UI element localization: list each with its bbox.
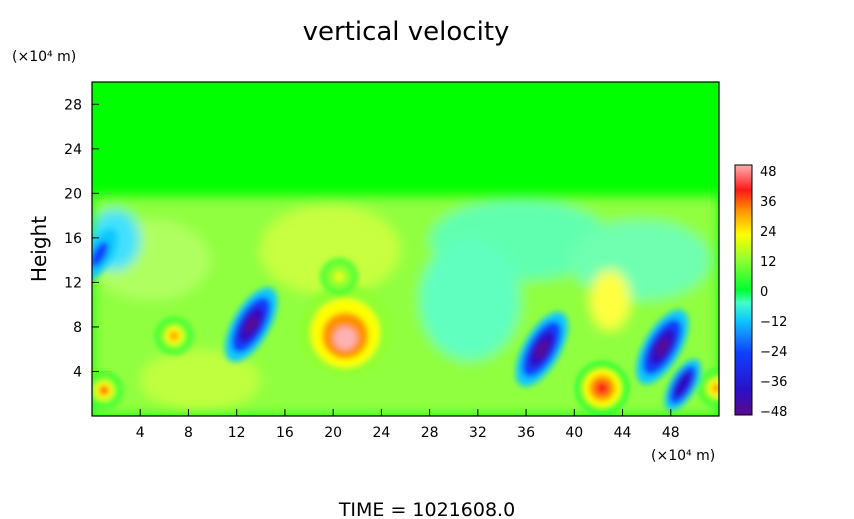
- x-tick-label: 28: [421, 425, 439, 441]
- plot-frame: [91, 81, 720, 417]
- x-tick-label: 32: [469, 425, 487, 441]
- y-tick-label: 20: [64, 186, 82, 202]
- heatmap-feature: [99, 385, 109, 395]
- x-tick-label: 36: [517, 425, 535, 441]
- x-tick-label: 4: [136, 425, 145, 441]
- heatmap-feature: [244, 315, 258, 334]
- heatmap-feature: [655, 337, 669, 357]
- y-ticks-layer: 4 8 12 16 20 24 28: [64, 97, 99, 380]
- colorbar-labels-layer: 48 36 24 12 0 −12 −24 −36 −48: [760, 165, 787, 420]
- y-unit-label: (×10⁴ m): [12, 49, 76, 65]
- y-tick-label: 24: [64, 142, 82, 158]
- colorbar-label: −12: [760, 315, 787, 330]
- y-axis-label: Height: [27, 216, 51, 282]
- features-layer: [92, 228, 719, 415]
- colorbar: [734, 164, 753, 416]
- x-tick-label: 44: [614, 425, 632, 441]
- lower-layer: [92, 196, 719, 416]
- x-tick-label: 12: [228, 425, 246, 441]
- colorbar-label: 24: [760, 225, 777, 240]
- chart-title: vertical velocity: [303, 17, 510, 47]
- y-tick-label: 4: [73, 364, 82, 380]
- y-tick-label: 28: [64, 97, 82, 113]
- heatmap-feature: [94, 248, 104, 261]
- colorbar-label: 0: [760, 285, 768, 300]
- x-tick-label: 16: [276, 425, 294, 441]
- colorbar-label: −24: [760, 345, 787, 360]
- heatmap-feature: [333, 326, 357, 350]
- x-tick-label: 24: [372, 425, 390, 441]
- heatmap-field: [92, 82, 719, 416]
- colorbar-label: −36: [760, 375, 787, 390]
- heatmap-feature: [169, 331, 179, 341]
- y-tick-label: 16: [64, 231, 82, 247]
- time-label: TIME = 1021608.0: [338, 499, 515, 519]
- colorbar-label: 12: [760, 255, 777, 270]
- colorbar-label: −48: [760, 405, 787, 420]
- y-tick-label: 12: [64, 275, 82, 291]
- heatmap-feature: [712, 383, 719, 393]
- x-unit-label: (×10⁴ m): [651, 448, 715, 464]
- colorbar-label: 36: [760, 195, 777, 210]
- colorbar-label: 48: [760, 165, 777, 180]
- x-tick-label: 20: [324, 425, 342, 441]
- x-tick-label: 48: [662, 425, 680, 441]
- x-ticks-layer: 4 8 12 16 20 24 28 32 36 40 44 48: [136, 409, 680, 441]
- heatmap-feature: [595, 381, 609, 395]
- heatmap-feature: [334, 272, 344, 282]
- x-tick-label: 40: [565, 425, 583, 441]
- heatmap-feature: [535, 339, 549, 359]
- heatmap-feature: [678, 378, 688, 392]
- y-tick-label: 8: [73, 320, 82, 336]
- x-tick-label: 8: [184, 425, 193, 441]
